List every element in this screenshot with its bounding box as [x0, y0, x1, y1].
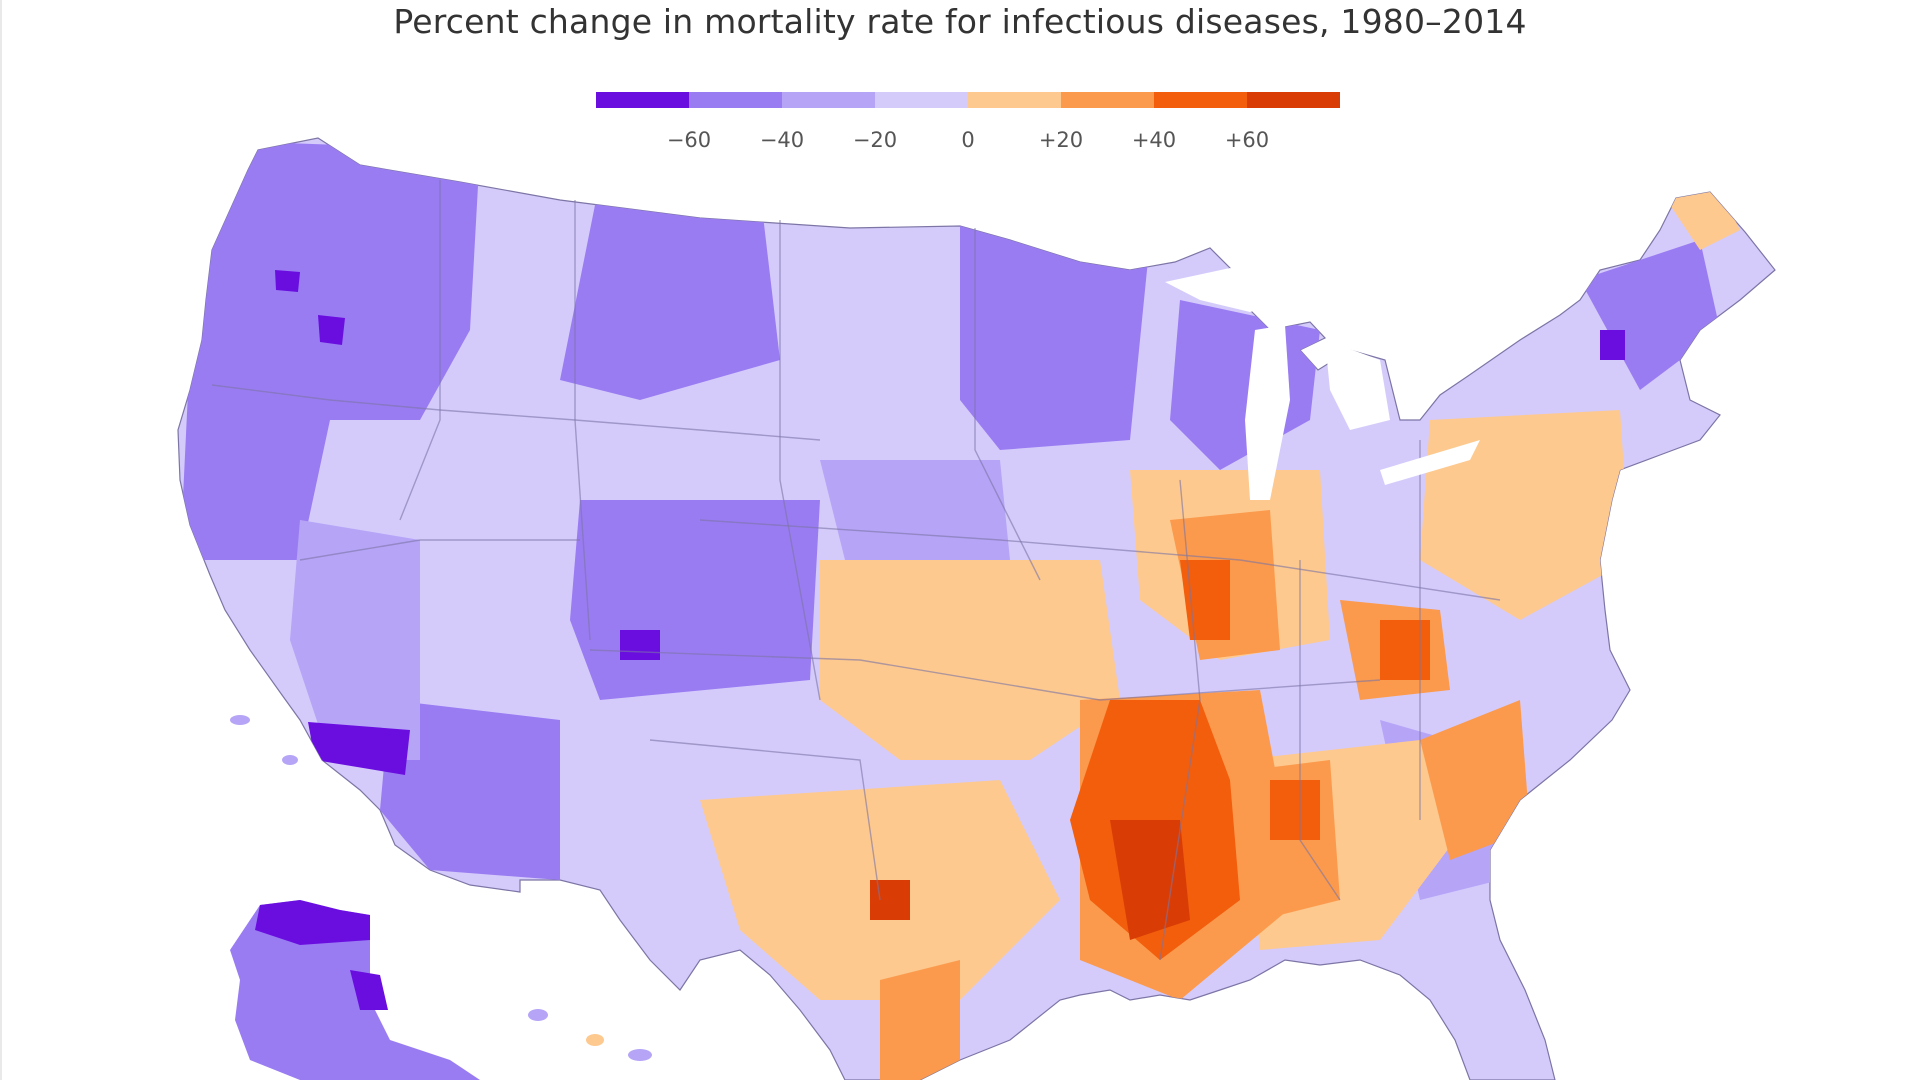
legend-tick-label: 0	[961, 128, 975, 152]
region-fill	[620, 630, 660, 660]
page-edge-rule	[0, 0, 2, 1080]
legend-swatch	[875, 92, 968, 108]
map-svg	[177, 137, 1776, 1080]
state-border-line	[574, 200, 591, 641]
state-border-line	[1299, 560, 1341, 901]
island-shape	[586, 1034, 604, 1046]
legend-swatch	[968, 92, 1061, 108]
legend-swatch	[1061, 92, 1154, 108]
state-borders	[211, 180, 1501, 961]
legend-swatch	[689, 92, 782, 108]
legend-tick-label: +60	[1224, 128, 1270, 152]
lake-michigan	[1245, 325, 1290, 500]
region-fill	[1420, 410, 1630, 620]
great-lakes	[1165, 268, 1480, 500]
region-fill	[880, 960, 960, 1080]
legend-swatch	[596, 92, 689, 108]
region-fill	[570, 500, 820, 700]
state-border-line	[699, 519, 1501, 601]
legend-tick-label: +40	[1131, 128, 1177, 152]
legend-tick-label: +20	[1038, 128, 1084, 152]
island-shape	[628, 1049, 652, 1061]
us-choropleth-map	[0, 120, 1920, 1080]
alaska-interior-pocket	[350, 970, 388, 1010]
state-border-line	[299, 539, 580, 561]
island-shape	[282, 755, 298, 765]
region-fill	[820, 460, 1010, 580]
region-fill	[318, 315, 345, 345]
legend-tick-label: −60	[666, 128, 712, 152]
legend-tick-label: −40	[759, 128, 805, 152]
island-shape	[230, 715, 250, 725]
region-fill	[820, 560, 1120, 760]
state-border-line	[1159, 479, 1201, 961]
lake-erie	[1380, 440, 1480, 485]
legend-tick-label: −20	[852, 128, 898, 152]
region-fill	[560, 180, 780, 400]
state-border-line	[399, 180, 441, 521]
alaska-north-slope	[255, 900, 370, 945]
region-fill	[1270, 780, 1320, 840]
choropleth-layer	[177, 137, 1776, 1080]
legend-color-bar	[596, 92, 1340, 108]
region-fills	[180, 140, 1740, 1080]
legend-swatch	[1154, 92, 1247, 108]
region-fill	[275, 270, 300, 292]
region-fill	[960, 220, 1150, 450]
region-fill	[1600, 330, 1625, 360]
region-fill	[1420, 700, 1530, 860]
lake-huron	[1325, 340, 1390, 430]
region-fill	[1660, 190, 1740, 250]
state-border-line	[779, 220, 821, 701]
region-fill	[290, 520, 420, 760]
state-border-line	[589, 649, 1381, 701]
island-shape	[528, 1009, 548, 1021]
state-border-line	[649, 739, 881, 901]
region-fill	[380, 700, 560, 880]
legend-swatch	[1247, 92, 1340, 108]
region-fill	[1580, 240, 1720, 390]
state-border-line	[974, 228, 1041, 581]
color-legend: −60 −40 −20 0 +20 +40 +60	[596, 92, 1340, 158]
legend-swatch	[782, 92, 875, 108]
region-fill	[180, 140, 480, 560]
chart-title: Percent change in mortality rate for inf…	[393, 2, 1527, 41]
state-border-line	[211, 384, 821, 441]
region-fill	[1380, 620, 1430, 680]
region-fill	[870, 880, 910, 920]
lake-superior	[1165, 268, 1295, 312]
region-fill	[1110, 820, 1190, 940]
region-fill	[308, 722, 410, 775]
